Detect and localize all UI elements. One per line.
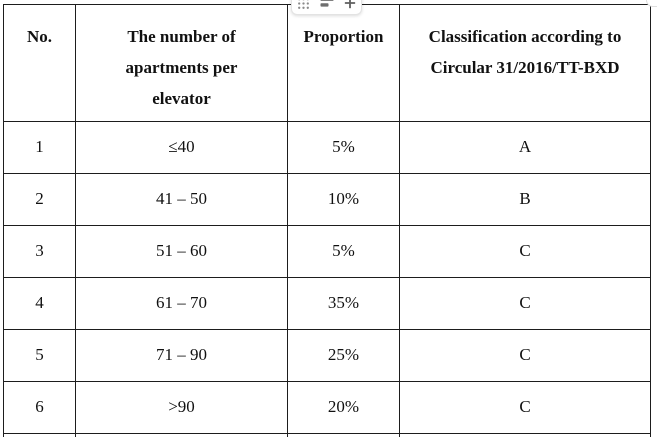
header-classification: Classification according to Circular 31/… <box>399 4 651 122</box>
cell-classification: C <box>399 329 651 382</box>
cell-proportion: 5% <box>287 225 400 278</box>
header-classification-line2: Circular 31/2016/TT-BXD <box>430 58 620 77</box>
header-proportion: Proportion <box>287 4 400 122</box>
cell-proportion: 5% <box>287 121 400 174</box>
cell-proportion <box>287 433 400 437</box>
cell-classification: B <box>399 173 651 226</box>
table-row: 1 ≤40 5% A <box>3 121 651 174</box>
header-classification-line1: Classification according to <box>428 27 622 46</box>
classification-table: No. The number of apartments per elevato… <box>3 4 651 437</box>
header-apartments: The number of apartments per elevator <box>75 4 288 122</box>
table-row-cutoff <box>3 433 651 437</box>
cell-no: 3 <box>3 225 76 278</box>
cell-proportion: 35% <box>287 277 400 330</box>
table-header-row: No. The number of apartments per elevato… <box>3 4 651 122</box>
cell-no: 2 <box>3 173 76 226</box>
cell-no <box>3 433 76 437</box>
header-apartments-line3: elevator <box>152 89 211 108</box>
cell-classification: C <box>399 277 651 330</box>
plus-icon[interactable] <box>342 0 358 11</box>
table-row: 3 51 – 60 5% C <box>3 225 651 278</box>
cell-no: 5 <box>3 329 76 382</box>
cell-apartments: 41 – 50 <box>75 173 288 226</box>
cell-apartments: >90 <box>75 381 288 434</box>
cell-proportion: 20% <box>287 381 400 434</box>
header-apartments-line2: apartments per <box>125 58 238 77</box>
cell-proportion: 25% <box>287 329 400 382</box>
table-hover-toolbar <box>291 0 362 15</box>
cell-classification: C <box>399 225 651 278</box>
table-row: 5 71 – 90 25% C <box>3 329 651 382</box>
table-row: 6 >90 20% C <box>3 381 651 434</box>
cell-apartments: 71 – 90 <box>75 329 288 382</box>
cell-classification: C <box>399 381 651 434</box>
header-apartments-line1: The number of <box>127 27 236 46</box>
cell-apartments: ≤40 <box>75 121 288 174</box>
align-adjust-icon[interactable] <box>319 0 335 11</box>
drag-handle-dots-icon[interactable] <box>296 0 312 11</box>
cell-no: 4 <box>3 277 76 330</box>
header-no: No. <box>3 4 76 122</box>
cell-classification <box>399 433 651 437</box>
cell-apartments <box>75 433 288 437</box>
cell-proportion: 10% <box>287 173 400 226</box>
cell-apartments: 61 – 70 <box>75 277 288 330</box>
cell-no: 6 <box>3 381 76 434</box>
cell-apartments: 51 – 60 <box>75 225 288 278</box>
table-row: 2 41 – 50 10% B <box>3 173 651 226</box>
table-row: 4 61 – 70 35% C <box>3 277 651 330</box>
cell-no: 1 <box>3 121 76 174</box>
floating-widget-fragment[interactable] <box>646 0 657 7</box>
cell-classification: A <box>399 121 651 174</box>
